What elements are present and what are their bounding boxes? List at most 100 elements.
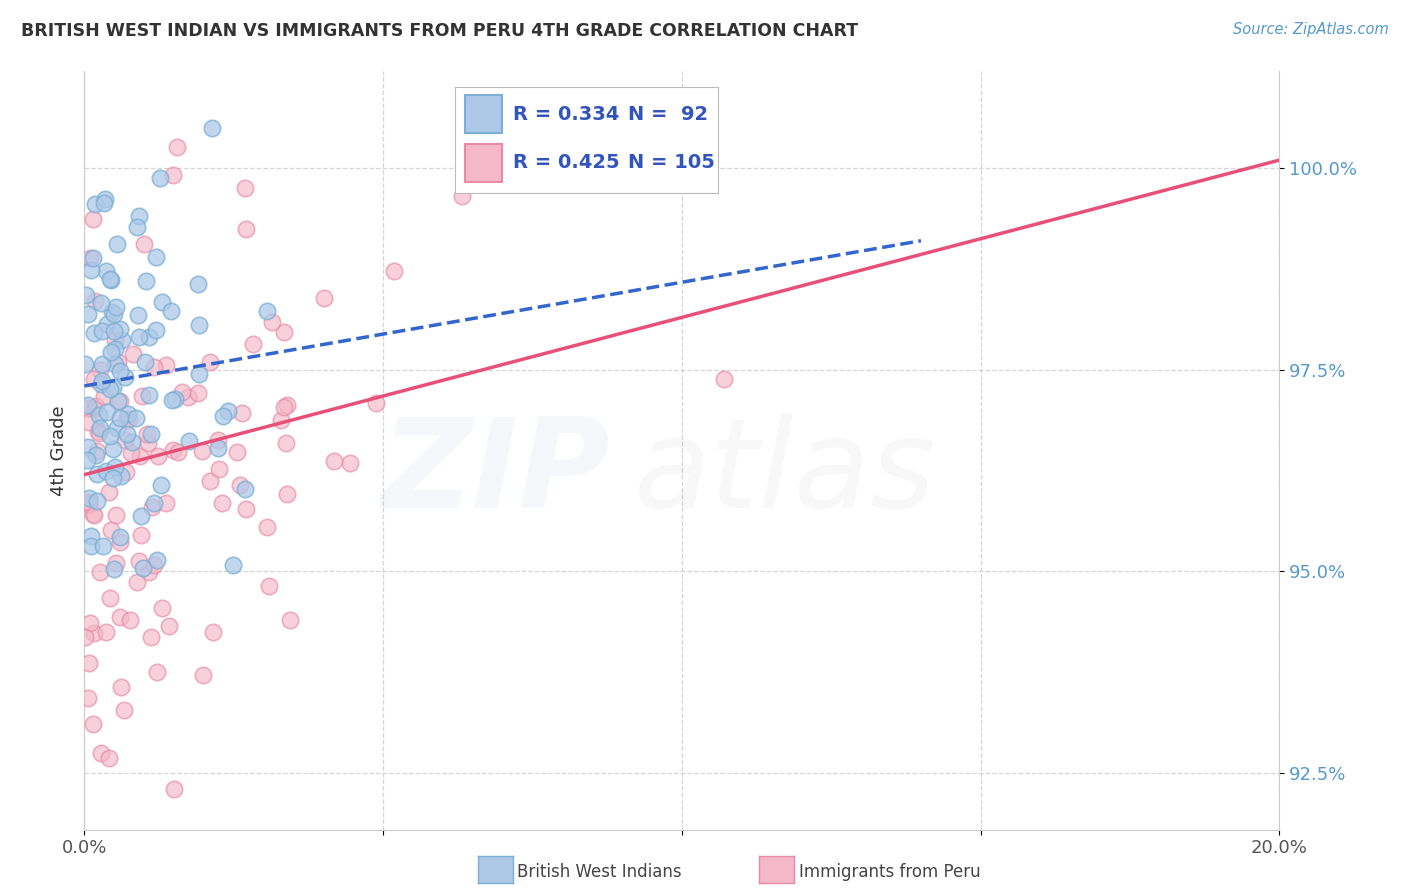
Point <box>73 357 96 371</box>
Text: Immigrants from Peru: Immigrants from Peru <box>799 863 980 881</box>
Point <box>100 523 122 537</box>
Point <box>83 372 105 386</box>
Point <box>97 751 120 765</box>
Point <box>117 412 139 426</box>
Point <box>211 496 233 510</box>
Point <box>79 616 101 631</box>
Point <box>124 411 146 425</box>
Point <box>141 500 163 515</box>
Point <box>382 263 405 277</box>
Point <box>202 624 225 639</box>
Point <box>146 665 169 679</box>
Point <box>162 393 184 408</box>
Point <box>187 386 209 401</box>
Point <box>201 120 224 135</box>
Point <box>117 407 139 421</box>
Point <box>713 372 735 386</box>
Point <box>217 403 239 417</box>
Point <box>77 494 100 508</box>
Point <box>89 566 111 580</box>
Point <box>150 601 173 615</box>
Point <box>86 467 108 482</box>
Point <box>131 509 153 524</box>
Point <box>177 434 200 448</box>
Point <box>105 301 128 315</box>
Point <box>150 478 173 492</box>
Point <box>82 211 104 226</box>
Point <box>73 630 96 644</box>
Point <box>84 399 107 413</box>
Point <box>91 357 114 371</box>
Point <box>93 195 115 210</box>
Point <box>121 435 143 450</box>
Point <box>132 236 155 251</box>
Point <box>145 553 167 567</box>
Point <box>91 375 114 389</box>
Point <box>162 168 184 182</box>
Point <box>98 383 121 397</box>
Point <box>322 454 344 468</box>
Point <box>166 444 188 458</box>
Point <box>89 746 111 760</box>
Point <box>145 250 167 264</box>
Point <box>83 326 105 340</box>
Point <box>139 427 162 442</box>
Point <box>104 333 127 347</box>
Text: BRITISH WEST INDIAN VS IMMIGRANTS FROM PERU 4TH GRADE CORRELATION CHART: BRITISH WEST INDIAN VS IMMIGRANTS FROM P… <box>21 22 858 40</box>
Point <box>107 237 129 252</box>
Point <box>233 482 256 496</box>
Point <box>451 189 474 203</box>
Text: atlas: atlas <box>634 413 936 533</box>
Point <box>127 575 149 590</box>
Text: Source: ZipAtlas.com: Source: ZipAtlas.com <box>1233 22 1389 37</box>
Point <box>103 357 125 371</box>
Point <box>108 410 131 425</box>
Point <box>127 309 149 323</box>
Point <box>145 323 167 337</box>
Point <box>143 496 166 510</box>
Point <box>77 497 100 511</box>
Point <box>233 180 256 194</box>
Point <box>225 445 247 459</box>
Point <box>166 140 188 154</box>
Point <box>100 273 122 287</box>
Y-axis label: 4th Grade: 4th Grade <box>49 405 67 496</box>
Point <box>107 355 129 369</box>
Point <box>136 426 159 441</box>
Point <box>339 456 361 470</box>
Point <box>108 534 131 549</box>
Point <box>191 443 214 458</box>
Point <box>94 264 117 278</box>
Point <box>127 220 149 235</box>
Point <box>110 469 132 483</box>
Point <box>82 507 104 521</box>
Point <box>231 405 253 419</box>
Point <box>94 192 117 206</box>
Point <box>77 440 100 454</box>
Point <box>129 449 152 463</box>
Point <box>77 656 100 670</box>
Point <box>90 296 112 310</box>
Point <box>86 494 108 508</box>
Point <box>188 318 211 332</box>
Point <box>120 445 142 459</box>
Point <box>270 413 292 427</box>
Point <box>122 347 145 361</box>
Point <box>87 425 110 440</box>
Point <box>256 520 278 534</box>
Point <box>76 691 98 706</box>
Point <box>108 394 131 409</box>
Point <box>273 400 295 414</box>
Point <box>128 330 150 344</box>
Point <box>107 393 129 408</box>
Point <box>280 613 302 627</box>
Point <box>100 344 122 359</box>
Point <box>136 435 159 450</box>
Point <box>103 562 125 576</box>
Point <box>82 251 104 265</box>
Point <box>83 508 105 522</box>
Point <box>86 444 108 458</box>
Point <box>131 389 153 403</box>
Point <box>364 396 387 410</box>
Point <box>155 496 177 510</box>
